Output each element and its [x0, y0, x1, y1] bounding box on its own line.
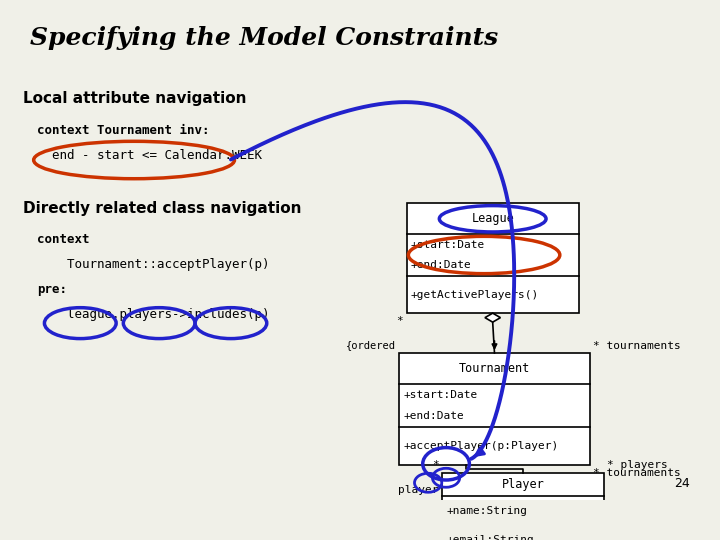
Text: +end:Date: +end:Date — [410, 260, 471, 271]
Text: * players: * players — [608, 460, 668, 470]
Text: +getActivePlayers(): +getActivePlayers() — [410, 289, 539, 300]
Text: *: * — [432, 460, 439, 470]
Text: player: player — [398, 485, 439, 495]
Text: * tournaments: * tournaments — [593, 341, 681, 350]
Text: League: League — [472, 212, 514, 225]
FancyBboxPatch shape — [407, 204, 579, 313]
Text: 24: 24 — [674, 477, 690, 490]
Text: Local attribute navigation: Local attribute navigation — [23, 91, 246, 106]
FancyBboxPatch shape — [443, 473, 604, 540]
Text: +email:String: +email:String — [446, 535, 534, 540]
Text: Specifying the Model Constraints: Specifying the Model Constraints — [30, 26, 498, 50]
Text: +end:Date: +end:Date — [403, 411, 464, 422]
Text: Player: Player — [502, 478, 544, 491]
Text: +start:Date: +start:Date — [410, 240, 485, 249]
Text: +name:String: +name:String — [446, 505, 527, 516]
Text: Directly related class navigation: Directly related class navigation — [23, 201, 302, 216]
Text: * tournaments: * tournaments — [593, 468, 681, 478]
Text: pre:: pre: — [37, 283, 67, 296]
Text: +acceptPlayer(p:Player): +acceptPlayer(p:Player) — [403, 441, 558, 451]
Text: context: context — [37, 233, 90, 246]
Polygon shape — [485, 313, 500, 322]
Text: context Tournament inv:: context Tournament inv: — [37, 124, 210, 137]
Text: end - start <= Calendar.WEEK: end - start <= Calendar.WEEK — [37, 148, 262, 161]
Text: Tournament::acceptPlayer(p): Tournament::acceptPlayer(p) — [37, 258, 270, 271]
Text: {ordered: {ordered — [346, 341, 396, 350]
Text: league.players->includes(p): league.players->includes(p) — [37, 308, 270, 321]
Text: +start:Date: +start:Date — [403, 390, 477, 400]
Text: *: * — [396, 316, 403, 326]
Text: Tournament: Tournament — [459, 362, 530, 375]
FancyBboxPatch shape — [400, 353, 590, 465]
